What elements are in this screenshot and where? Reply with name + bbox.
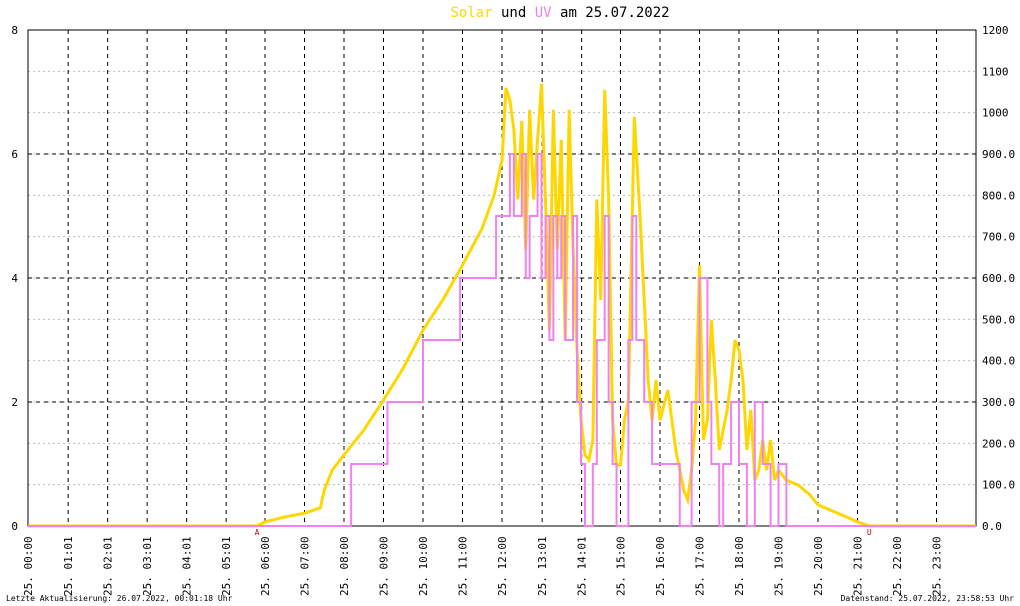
x-tick-label: 25. 00:00 — [22, 536, 35, 596]
y2-tick-label: 700.0 — [982, 231, 1015, 244]
x-tick-label: 25. 03:01 — [141, 536, 154, 596]
x-tick-label: 25. 21:00 — [852, 536, 865, 596]
x-tick-label: 25. 10:00 — [417, 536, 430, 596]
title-text: und — [501, 5, 526, 21]
legend-entry: UV — [535, 5, 552, 21]
x-tick-label: 25. 18:00 — [733, 536, 746, 596]
y2-tick-label: 600.0 — [982, 272, 1015, 285]
legend-entry: Solar — [450, 5, 492, 21]
annotation: A — [255, 528, 260, 537]
y2-tick-label: 100.0 — [982, 479, 1015, 492]
x-tick-label: 25. 06:00 — [259, 536, 272, 596]
x-tick-label: 25. 04:01 — [181, 536, 194, 596]
y2-tick-label: 1100 — [982, 65, 1009, 78]
x-tick-label: 25. 17:00 — [694, 536, 707, 596]
x-tick-label: 25. 19:00 — [773, 536, 786, 596]
x-tick-label: 25. 05:01 — [220, 536, 233, 596]
x-tick-label: 25. 01:01 — [62, 536, 75, 596]
x-tick-label: 25. 20:00 — [812, 536, 825, 596]
x-tick-label: 25. 07:00 — [299, 536, 312, 596]
title-text: am 25.07.2022 — [560, 5, 670, 21]
y-tick-label: 6 — [11, 148, 18, 161]
y-tick-label: 2 — [11, 396, 18, 409]
y2-tick-label: 200.0 — [982, 437, 1015, 450]
plot-frame — [27, 29, 977, 527]
y2-tick-label: 400.0 — [982, 355, 1015, 368]
x-tick-label: 25. 14:01 — [576, 536, 589, 596]
x-tick-label: 25. 11:00 — [457, 536, 470, 596]
x-tick-label: 25. 12:00 — [496, 536, 509, 596]
y2-tick-label: 0.0 — [982, 520, 1002, 533]
y2-tick-label: 900.0 — [982, 148, 1015, 161]
x-tick-label: 25. 22:00 — [891, 536, 904, 596]
footer-right: Datenstand: 25.07.2022, 23:58:53 Uhr — [841, 594, 1015, 603]
x-tick-label: 25. 09:00 — [378, 536, 391, 596]
y2-tick-label: 500.0 — [982, 313, 1015, 326]
series-line — [28, 153, 976, 527]
x-tick-label: 25. 16:00 — [654, 536, 667, 596]
x-tick-label: 25. 23:00 — [931, 536, 944, 596]
y2-tick-label: 1000 — [982, 107, 1009, 120]
annotation: U — [867, 528, 872, 537]
x-tick-label: 25. 02:01 — [102, 536, 115, 596]
y2-tick-label: 300.0 — [982, 396, 1015, 409]
y-tick-label: 0 — [11, 520, 18, 533]
y2-tick-label: 800.0 — [982, 189, 1015, 202]
x-tick-label: 25. 13:01 — [536, 536, 549, 596]
y2-tick-label: 1200 — [982, 24, 1009, 37]
chart-title: Solar und UV am 25.07.2022 — [450, 5, 669, 21]
x-tick-label: 25. 15:00 — [615, 536, 628, 596]
footer-left: Letzte Aktualisierung: 26.07.2022, 00:01… — [6, 594, 233, 603]
y-tick-label: 4 — [11, 272, 18, 285]
y-tick-label: 8 — [11, 24, 18, 37]
x-tick-label: 25. 08:00 — [338, 536, 351, 596]
